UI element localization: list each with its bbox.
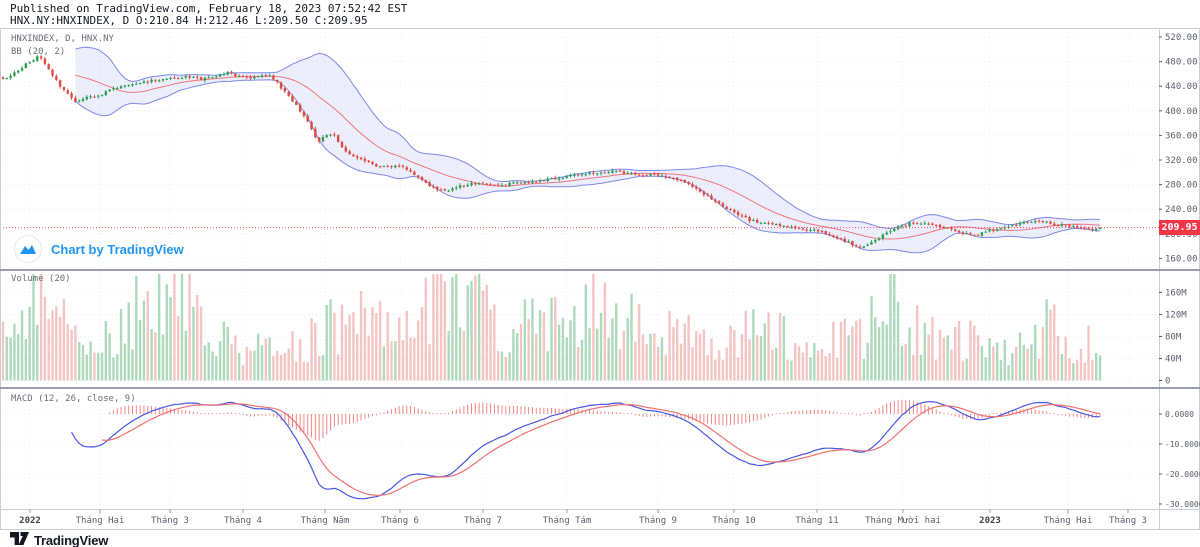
publish-info: Published on TradingView.com, February 1…	[10, 2, 408, 15]
tradingview-watermark[interactable]: Chart by TradingView	[14, 235, 184, 263]
svg-text:2023: 2023	[979, 516, 1001, 526]
svg-text:Tháng Hai: Tháng Hai	[76, 516, 125, 526]
svg-text:320.00: 320.00	[1165, 156, 1198, 166]
svg-text:240.00: 240.00	[1165, 205, 1198, 215]
last-price-badge: 209.95	[1159, 220, 1200, 235]
svg-text:Tháng 7: Tháng 7	[464, 516, 502, 526]
symbol-ohlc-line: HNX.NY:HNXINDEX, D O:210.84 H:212.46 L:2…	[10, 14, 368, 27]
svg-text:400.00: 400.00	[1165, 107, 1198, 117]
svg-text:Tháng Năm: Tháng Năm	[301, 516, 350, 526]
price-pane-legend[interactable]: HNXINDEX, D, HNX.NY BB (20, 2)	[11, 33, 114, 59]
tradingview-logo-icon	[14, 235, 42, 263]
tradingview-footer-logo-icon	[10, 531, 29, 547]
svg-text:Tháng 3: Tháng 3	[1109, 516, 1147, 526]
publish-header: Published on TradingView.com, February 1…	[10, 3, 407, 27]
footer-brand-label: TradingView	[34, 533, 109, 547]
svg-text:-30.0000: -30.0000	[1165, 500, 1200, 509]
svg-text:-10.0000: -10.0000	[1165, 440, 1200, 449]
svg-text:440.00: 440.00	[1165, 82, 1198, 92]
svg-text:Tháng 3: Tháng 3	[151, 516, 189, 526]
svg-text:-20.0000: -20.0000	[1165, 470, 1200, 479]
macd-pane-legend[interactable]: MACD (12, 26, close, 9)	[11, 394, 136, 404]
bb-indicator-legend[interactable]: BB (20, 2)	[11, 47, 66, 57]
svg-text:160.00: 160.00	[1165, 254, 1198, 264]
svg-text:0.0000: 0.0000	[1165, 410, 1194, 419]
svg-text:Tháng 6: Tháng 6	[381, 516, 419, 526]
volume-pane-legend[interactable]: Volume (20)	[11, 274, 71, 284]
symbol-legend[interactable]: HNXINDEX, D, HNX.NY	[11, 34, 114, 44]
svg-text:2022: 2022	[19, 516, 41, 526]
svg-text:280.00: 280.00	[1165, 181, 1198, 191]
svg-text:160M: 160M	[1165, 289, 1187, 299]
svg-text:Tháng Tám: Tháng Tám	[543, 516, 592, 526]
watermark-label: Chart by TradingView	[51, 241, 184, 257]
svg-text:360.00: 360.00	[1165, 131, 1198, 141]
svg-text:520.00: 520.00	[1165, 33, 1198, 43]
svg-text:Tháng Mười hai: Tháng Mười hai	[865, 515, 941, 526]
svg-text:Tháng 9: Tháng 9	[639, 516, 677, 526]
svg-text:Tháng Hai: Tháng Hai	[1044, 516, 1093, 526]
svg-text:120M: 120M	[1165, 311, 1187, 321]
svg-text:480.00: 480.00	[1165, 58, 1198, 68]
svg-text:0: 0	[1165, 377, 1170, 387]
svg-text:Tháng 11: Tháng 11	[795, 516, 838, 526]
svg-text:80M: 80M	[1165, 333, 1182, 343]
svg-text:40M: 40M	[1165, 355, 1182, 365]
footer-brand-row: TradingView	[10, 531, 108, 547]
svg-text:Tháng 4: Tháng 4	[224, 516, 262, 526]
svg-text:Tháng 10: Tháng 10	[712, 516, 755, 526]
